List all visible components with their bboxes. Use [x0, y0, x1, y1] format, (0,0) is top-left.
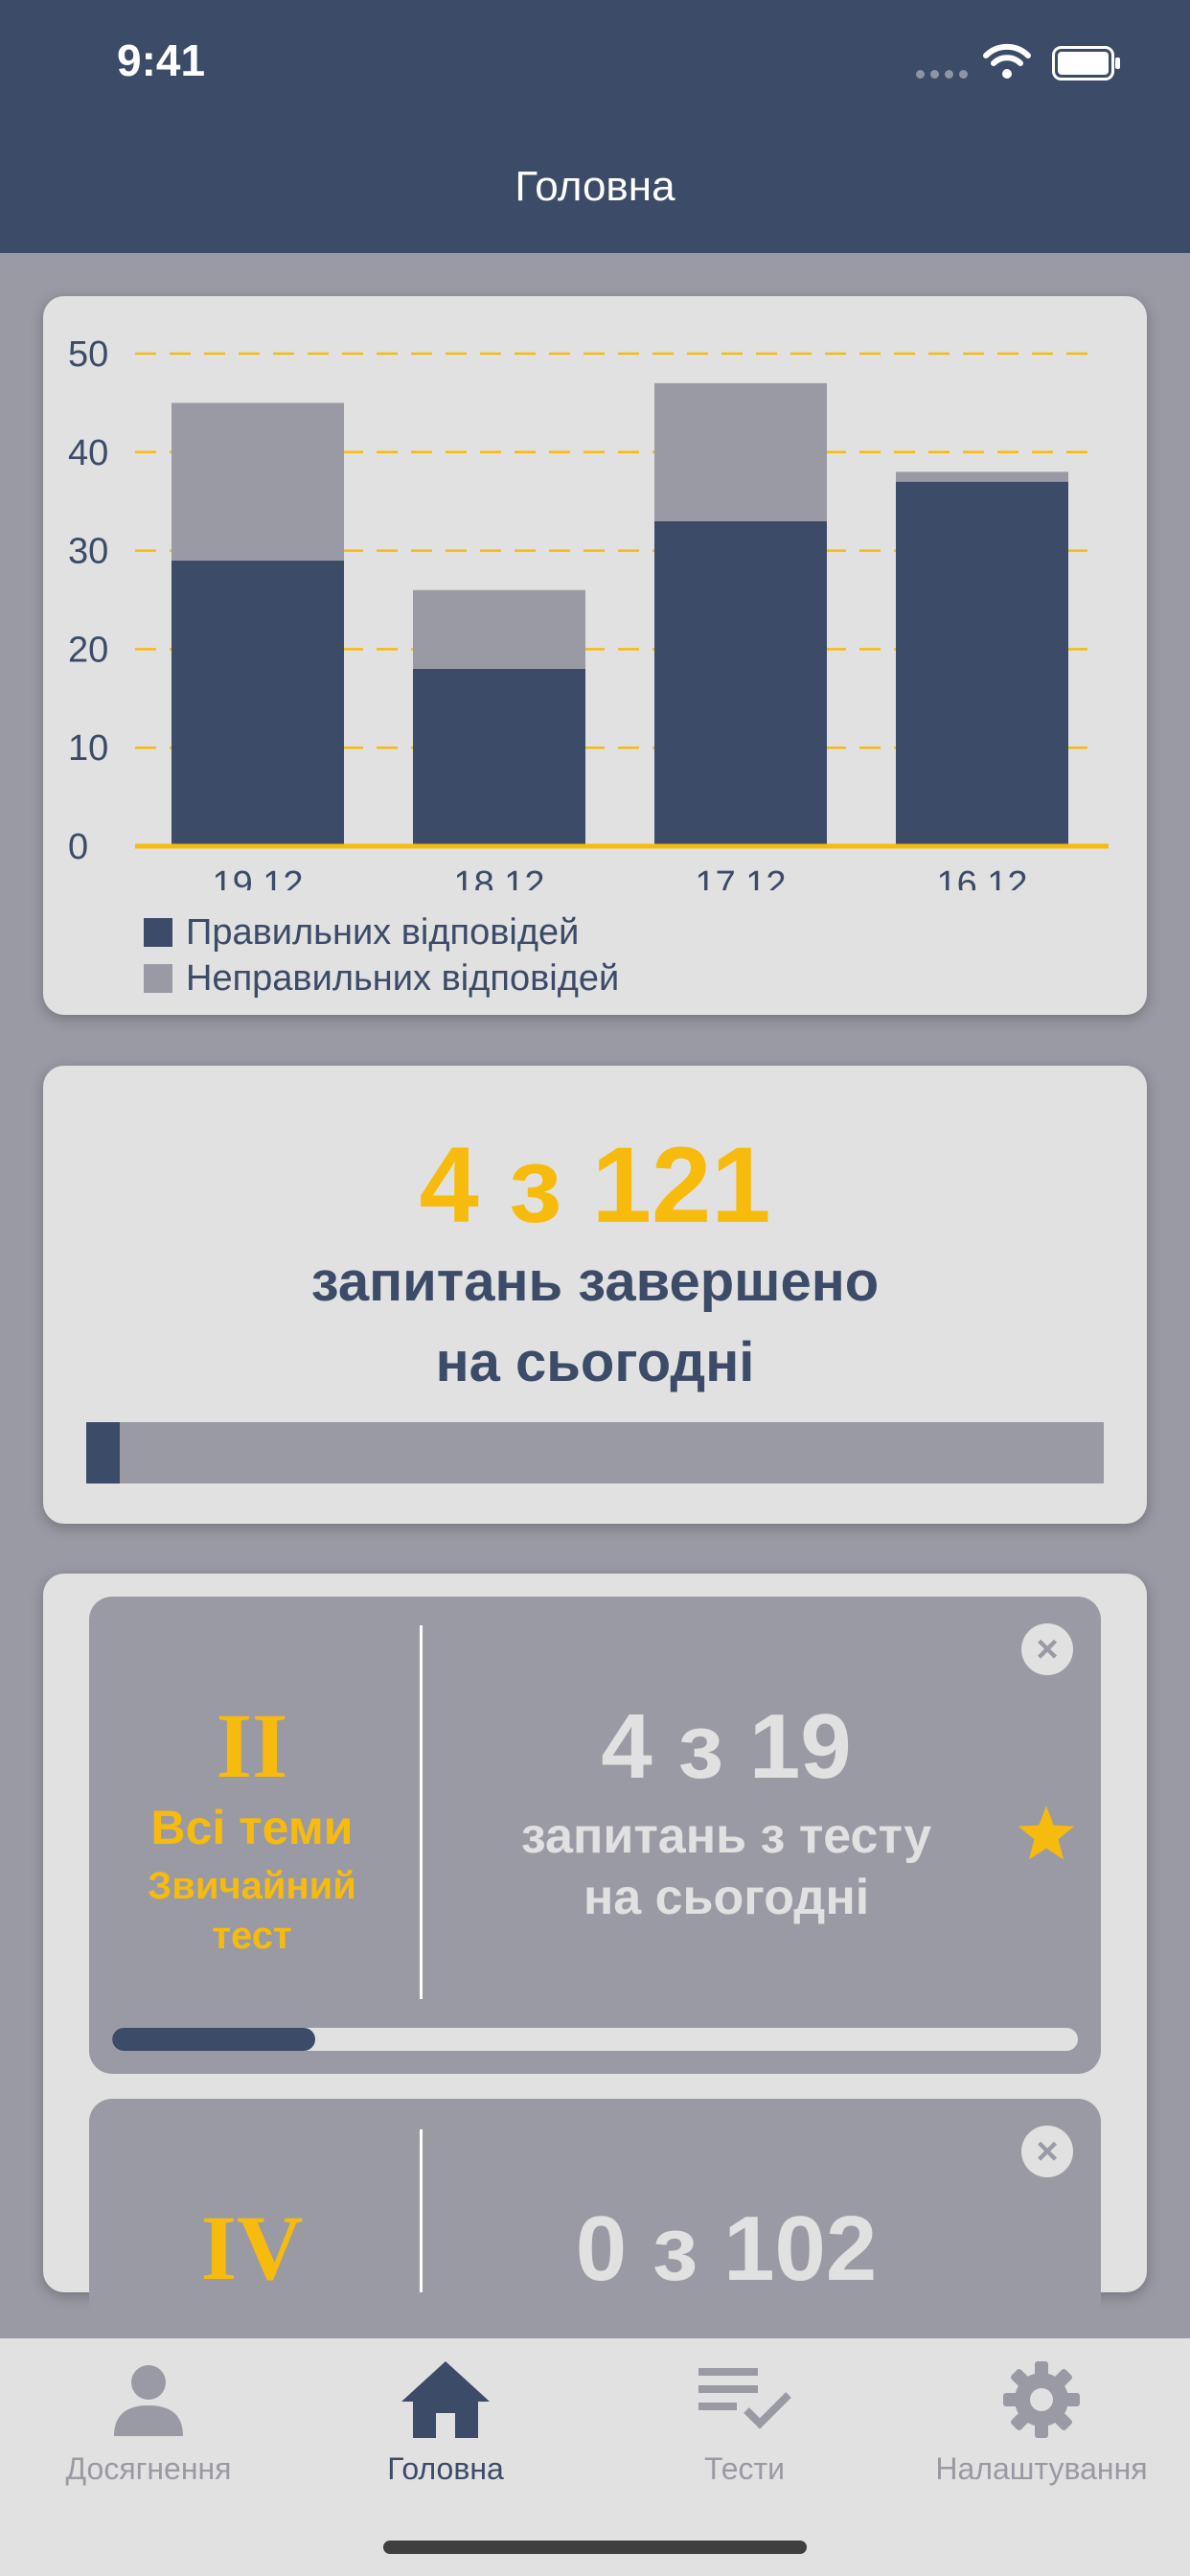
tab-achievements[interactable]: Досягнення [5, 2354, 292, 2487]
bar-correct [896, 481, 1068, 846]
status-time: 9:41 [117, 35, 206, 85]
answers-bar-chart: 0 10 20 30 40 50 19.12 18.12 17.12 16.12 [68, 334, 1109, 890]
close-icon[interactable]: × [1021, 2126, 1073, 2177]
summary-progress-bar [86, 1422, 1104, 1484]
y-tick-label: 30 [68, 532, 108, 572]
y-tick-label: 0 [68, 827, 88, 867]
wifi-icon [983, 43, 1031, 79]
x-tick-label: 17.12 [695, 864, 786, 890]
legend-swatch-correct [144, 918, 172, 947]
signal-icon [916, 70, 968, 79]
bar-incorrect [896, 472, 1068, 482]
test-progress-bar [112, 2028, 1078, 2051]
test-tile[interactable] [89, 1597, 1101, 2074]
tab-label: Досягнення [65, 2451, 232, 2486]
test-topic: Всі теми [150, 1801, 354, 1854]
test-count: 4 з 19 [601, 1695, 852, 1798]
bar-correct [172, 560, 344, 846]
y-tick-label: 50 [68, 334, 108, 375]
legend-item-correct: Правильних відповідей [144, 909, 619, 955]
tile-divider [420, 2129, 423, 2292]
x-tick-label: 19.12 [212, 864, 303, 890]
test-type-line1: Звичайний [148, 1865, 356, 1907]
x-tick-label: 18.12 [453, 864, 544, 890]
test-progress-fill [112, 2028, 315, 2051]
chart-legend: Правильних відповідей Неправильних відпо… [144, 909, 619, 1001]
tab-label: Головна [387, 2451, 504, 2486]
test-numeral: IV [200, 2196, 304, 2299]
tab-label: Тести [703, 2451, 786, 2486]
bar-incorrect [413, 589, 585, 669]
summary-progress-fill [86, 1422, 121, 1484]
summary-count: 4 з 121 [419, 1125, 771, 1245]
legend-label-incorrect: Неправильних відповідей [186, 957, 620, 999]
bar-correct [413, 668, 585, 846]
tab-tests[interactable]: Тести [601, 2354, 888, 2487]
tab-bar [0, 2338, 1190, 2576]
y-tick-label: 10 [68, 728, 108, 769]
close-icon[interactable]: × [1021, 1623, 1073, 1675]
x-tick-label: 16.12 [936, 864, 1027, 890]
checklist-icon [698, 2368, 791, 2429]
legend-item-incorrect: Неправильних відповідей [144, 955, 619, 1001]
tab-settings[interactable]: Налаштування [898, 2354, 1185, 2487]
tile-divider [420, 1625, 423, 1999]
test-caption-line1: запитань з тесту [520, 1808, 932, 1864]
page-title: Головна [515, 163, 675, 210]
y-tick-label: 20 [68, 630, 108, 670]
star-icon[interactable] [1016, 1806, 1077, 1865]
legend-swatch-incorrect [144, 964, 172, 993]
summary-text-line2: на сьогодні [435, 1331, 755, 1393]
tab-label: Налаштування [935, 2451, 1148, 2486]
home-icon [401, 2361, 490, 2438]
test-type-line2: тест [212, 1915, 292, 1957]
summary-text-line1: запитань завершено [310, 1251, 880, 1313]
test-count: 0 з 102 [575, 2197, 878, 2300]
bar-incorrect [654, 382, 827, 521]
battery-icon [1052, 46, 1120, 80]
legend-label-correct: Правильних відповідей [186, 911, 580, 953]
test-caption: запитань з тесту на сьогодні [420, 1806, 1033, 1928]
person-icon [114, 2365, 183, 2436]
navigation-bar [0, 125, 1190, 253]
chart-card: 0 10 20 30 40 50 19.12 18.12 17.12 16.12 Правильн… [43, 296, 1147, 1015]
test-caption-line2: на сьогодні [583, 1870, 870, 1925]
tab-home[interactable]: Головна [302, 2354, 589, 2487]
test-type: Звичайний тест [89, 1861, 415, 1961]
home-indicator [383, 2541, 807, 2554]
summary-text: запитань завершено на сьогодні [0, 1242, 1190, 1403]
bar-incorrect [172, 402, 344, 561]
test-numeral: II [216, 1694, 288, 1797]
bar-correct [654, 520, 827, 846]
y-tick-label: 40 [68, 433, 108, 473]
gear-icon [1003, 2361, 1080, 2438]
